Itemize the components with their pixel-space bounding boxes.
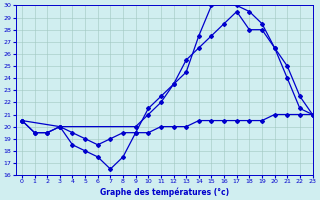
X-axis label: Graphe des températures (°c): Graphe des températures (°c) bbox=[100, 187, 229, 197]
